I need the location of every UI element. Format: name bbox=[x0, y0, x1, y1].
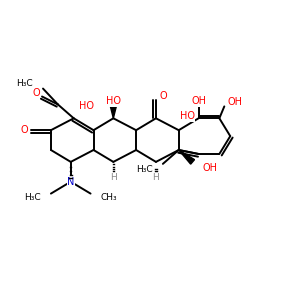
Text: HO: HO bbox=[180, 111, 195, 121]
Text: OH: OH bbox=[227, 98, 242, 107]
Text: O: O bbox=[159, 91, 167, 100]
Polygon shape bbox=[110, 106, 116, 118]
Text: H₃C: H₃C bbox=[16, 79, 33, 88]
Text: O: O bbox=[32, 88, 40, 98]
Text: CH₃: CH₃ bbox=[100, 193, 117, 202]
Text: HO: HO bbox=[79, 101, 94, 111]
Polygon shape bbox=[179, 150, 194, 164]
Text: OH: OH bbox=[202, 163, 217, 173]
Text: O: O bbox=[20, 125, 28, 135]
Text: HO: HO bbox=[106, 97, 121, 106]
Text: N: N bbox=[67, 177, 74, 187]
Text: H: H bbox=[110, 173, 117, 182]
Text: OH: OH bbox=[191, 97, 206, 106]
Text: H₃C: H₃C bbox=[136, 165, 153, 174]
Text: H: H bbox=[153, 173, 159, 182]
Text: H₃C: H₃C bbox=[24, 193, 41, 202]
